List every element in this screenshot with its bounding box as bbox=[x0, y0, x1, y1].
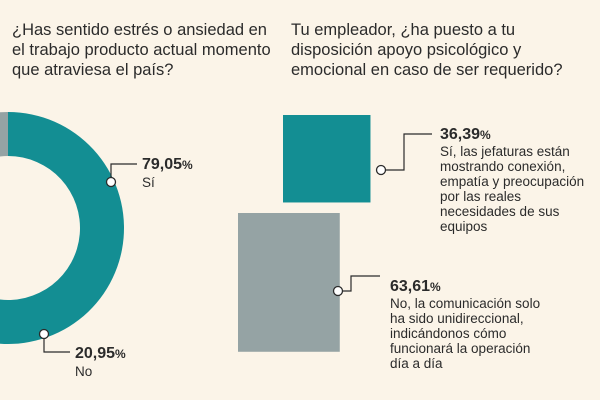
pct-label-no-number: 20,95 bbox=[75, 345, 115, 362]
category-label-bar-si-line: por las reales bbox=[440, 189, 521, 204]
category-label-bar-no-line: funcionará la operación bbox=[390, 341, 530, 356]
category-label-no: No bbox=[75, 364, 92, 379]
bar-square-si bbox=[283, 115, 371, 203]
category-label-bar-no-line: día a día bbox=[390, 356, 443, 371]
bar-square-no bbox=[238, 213, 340, 352]
category-label-bar-si-line: mostrando conexión, bbox=[440, 159, 565, 174]
category-label-bar-no: No, la comunicación solo ha sido unidirec… bbox=[390, 296, 540, 371]
category-label-bar-si-line: empatía y preocupación bbox=[440, 174, 584, 189]
donut-slice-1 bbox=[0, 112, 8, 157]
leader-line-no bbox=[43, 334, 70, 353]
category-label-bar-si-line: Sí, las jefaturas están bbox=[440, 144, 570, 159]
chart-1-title: ¿Has sentido estrés o ansiedad en el tra… bbox=[12, 21, 271, 79]
category-label-bar-si: Sí, las jefaturas están mostrando conexió… bbox=[440, 144, 584, 234]
category-label-bar-si-line: necesidades de sus bbox=[440, 204, 560, 219]
pct-label-bar-no: 63,61% bbox=[390, 278, 441, 295]
leader-dot-si bbox=[105, 176, 117, 188]
pct-label-si-unit: % bbox=[182, 158, 193, 172]
pct-label-si-number: 79,05 bbox=[142, 156, 182, 173]
leader-line-si bbox=[110, 163, 137, 182]
category-label-si: Sí bbox=[142, 175, 155, 190]
pct-label-bar-si: 36,39% bbox=[440, 126, 491, 143]
category-label-bar-no-line: indicándonos cómo bbox=[390, 326, 506, 341]
pct-label-bar-si-unit: % bbox=[480, 128, 491, 142]
chart-2-title: Tu empleador, ¿ha puesto a tu disposició… bbox=[291, 21, 563, 79]
donut-slice-0 bbox=[0, 112, 124, 344]
leader-dot-bar-no bbox=[332, 285, 344, 297]
leader-line-bar-si bbox=[381, 133, 432, 171]
pct-label-bar-no-unit: % bbox=[430, 280, 441, 294]
category-label-bar-no-line: ha sido unidireccional, bbox=[390, 311, 524, 326]
pct-label-bar-no-number: 63,61 bbox=[390, 278, 430, 295]
pct-label-bar-si-number: 36,39 bbox=[440, 126, 480, 143]
leader-dot-bar-si bbox=[375, 164, 387, 176]
pct-label-no-unit: % bbox=[115, 347, 126, 361]
leader-line-bar-no bbox=[338, 275, 380, 292]
category-label-bar-no-line: No, la comunicación solo bbox=[390, 296, 540, 311]
pct-label-si: 79,05% bbox=[142, 156, 193, 173]
pct-label-no: 20,95% bbox=[75, 345, 126, 362]
leader-dot-no bbox=[38, 328, 50, 340]
category-label-bar-si-line: equipos bbox=[440, 219, 488, 234]
